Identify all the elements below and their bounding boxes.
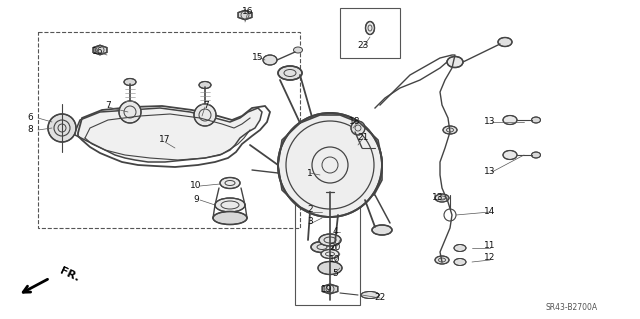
Text: 4: 4 — [332, 227, 338, 236]
Ellipse shape — [311, 241, 333, 253]
Ellipse shape — [531, 117, 541, 123]
Ellipse shape — [318, 262, 342, 275]
Polygon shape — [75, 108, 262, 162]
Text: 13: 13 — [432, 194, 444, 203]
Text: 11: 11 — [484, 241, 496, 249]
Text: 23: 23 — [357, 41, 369, 49]
Text: 6: 6 — [27, 114, 33, 122]
Text: 13: 13 — [484, 167, 496, 176]
Text: 15: 15 — [252, 53, 264, 62]
Circle shape — [119, 101, 141, 123]
Ellipse shape — [321, 249, 339, 258]
Ellipse shape — [278, 66, 302, 80]
Text: 16: 16 — [92, 48, 104, 56]
Ellipse shape — [199, 81, 211, 88]
Ellipse shape — [447, 56, 463, 68]
Text: 21: 21 — [357, 133, 369, 143]
Text: 22: 22 — [374, 293, 386, 302]
Text: 13: 13 — [484, 117, 496, 127]
Polygon shape — [93, 45, 107, 55]
Circle shape — [194, 104, 216, 126]
Text: 7: 7 — [203, 100, 209, 109]
Ellipse shape — [503, 115, 517, 124]
Text: 1: 1 — [307, 168, 313, 177]
Text: 16: 16 — [243, 8, 253, 17]
Ellipse shape — [372, 225, 392, 235]
Polygon shape — [322, 284, 338, 294]
Ellipse shape — [220, 177, 240, 189]
Text: 19: 19 — [321, 286, 333, 294]
Ellipse shape — [435, 256, 449, 264]
Circle shape — [351, 121, 365, 135]
Text: FR.: FR. — [58, 266, 81, 284]
Ellipse shape — [454, 244, 466, 251]
Ellipse shape — [213, 211, 247, 225]
Ellipse shape — [215, 198, 245, 212]
Text: 20: 20 — [330, 243, 340, 253]
Text: 10: 10 — [190, 181, 202, 189]
Ellipse shape — [124, 78, 136, 85]
Text: 5: 5 — [332, 269, 338, 278]
Text: 8: 8 — [27, 125, 33, 135]
Text: 12: 12 — [484, 254, 496, 263]
Ellipse shape — [361, 292, 379, 299]
Text: 2: 2 — [307, 205, 313, 214]
Ellipse shape — [454, 258, 466, 265]
Text: 18: 18 — [349, 117, 361, 127]
Ellipse shape — [435, 194, 449, 202]
Ellipse shape — [443, 126, 457, 134]
Text: 9: 9 — [193, 196, 199, 204]
Ellipse shape — [319, 234, 341, 246]
Ellipse shape — [365, 21, 374, 34]
Text: SR43-B2700A: SR43-B2700A — [546, 303, 598, 313]
Polygon shape — [238, 10, 252, 20]
Ellipse shape — [294, 47, 303, 53]
Circle shape — [48, 114, 76, 142]
Text: 14: 14 — [484, 207, 496, 217]
Ellipse shape — [498, 38, 512, 47]
Ellipse shape — [263, 55, 277, 65]
Text: 17: 17 — [159, 136, 171, 145]
Ellipse shape — [503, 151, 517, 160]
Text: 3: 3 — [307, 218, 313, 226]
Text: 7: 7 — [105, 100, 111, 109]
Circle shape — [278, 113, 382, 217]
Text: 10: 10 — [329, 256, 340, 264]
Ellipse shape — [531, 152, 541, 158]
